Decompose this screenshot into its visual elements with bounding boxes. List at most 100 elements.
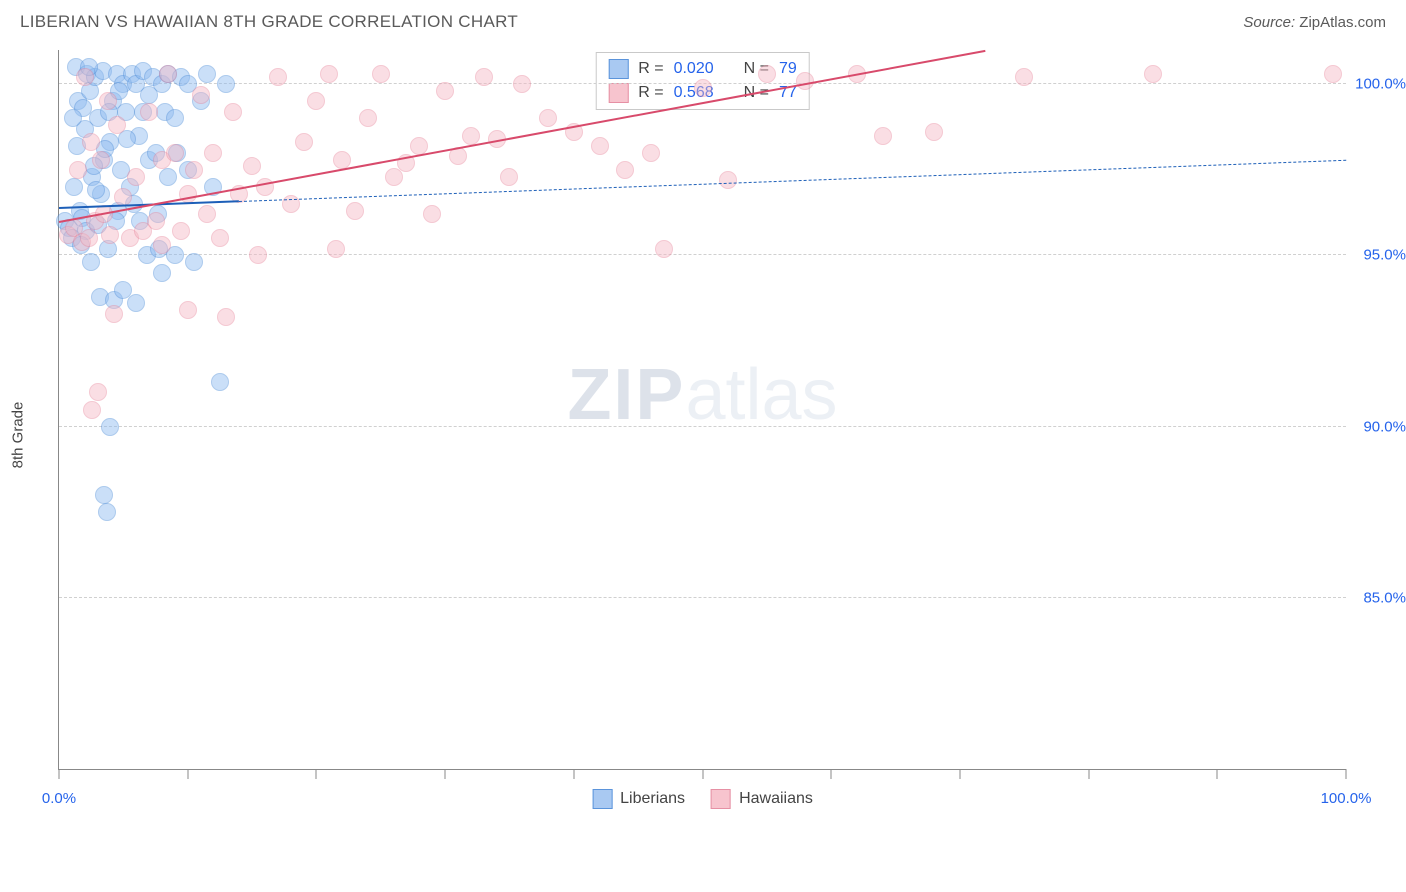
- scatter-point: [185, 253, 203, 271]
- scatter-point: [92, 151, 110, 169]
- scatter-point: [655, 240, 673, 258]
- scatter-point: [64, 109, 82, 127]
- scatter-point: [140, 103, 158, 121]
- scatter-point: [65, 178, 83, 196]
- source-attribution: Source: ZipAtlas.com: [1243, 14, 1386, 31]
- scatter-point: [172, 222, 190, 240]
- scatter-point: [179, 301, 197, 319]
- scatter-point: [539, 109, 557, 127]
- x-tick: [1346, 769, 1347, 779]
- plot-area: ZIPatlas R = 0.020 N = 79 R = 0.568 N = …: [58, 50, 1346, 770]
- scatter-point: [105, 305, 123, 323]
- gridline-h: [59, 597, 1346, 598]
- scatter-point: [108, 116, 126, 134]
- scatter-point: [436, 82, 454, 100]
- scatter-point: [166, 109, 184, 127]
- chart-title: LIBERIAN VS HAWAIIAN 8TH GRADE CORRELATI…: [20, 12, 518, 32]
- scatter-point: [211, 229, 229, 247]
- chart-header: LIBERIAN VS HAWAIIAN 8TH GRADE CORRELATI…: [0, 0, 1406, 40]
- legend-item-hawaiians: Hawaiians: [711, 789, 813, 809]
- x-tick-label: 0.0%: [42, 790, 76, 807]
- scatter-point: [282, 195, 300, 213]
- watermark: ZIPatlas: [567, 354, 837, 436]
- scatter-point: [69, 161, 87, 179]
- scatter-point: [159, 65, 177, 83]
- stats-n-liberians: 79: [779, 60, 797, 78]
- y-tick-label: 85.0%: [1352, 589, 1406, 606]
- scatter-point: [462, 127, 480, 145]
- scatter-point: [475, 68, 493, 86]
- x-tick: [831, 769, 832, 779]
- scatter-point: [192, 86, 210, 104]
- x-tick-label: 100.0%: [1321, 790, 1372, 807]
- scatter-point: [346, 202, 364, 220]
- scatter-point: [159, 168, 177, 186]
- scatter-point: [513, 75, 531, 93]
- scatter-point: [359, 109, 377, 127]
- scatter-point: [327, 240, 345, 258]
- scatter-point: [224, 103, 242, 121]
- scatter-point: [307, 92, 325, 110]
- legend-swatch-hawaiians: [711, 789, 731, 809]
- legend-label-hawaiians: Hawaiians: [739, 790, 813, 808]
- scatter-point: [758, 65, 776, 83]
- legend-item-liberians: Liberians: [592, 789, 685, 809]
- y-axis-label: 8th Grade: [10, 402, 27, 469]
- scatter-point: [243, 157, 261, 175]
- x-tick: [702, 769, 703, 779]
- scatter-point: [320, 65, 338, 83]
- scatter-point: [166, 144, 184, 162]
- x-tick: [316, 769, 317, 779]
- scatter-point: [95, 486, 113, 504]
- scatter-point: [694, 79, 712, 97]
- chart-wrap: 8th Grade ZIPatlas R = 0.020 N = 79 R = …: [40, 40, 1386, 830]
- scatter-point: [269, 68, 287, 86]
- scatter-point: [101, 418, 119, 436]
- scatter-point: [153, 264, 171, 282]
- scatter-point: [198, 65, 216, 83]
- legend-swatch-liberians: [592, 789, 612, 809]
- y-tick-label: 100.0%: [1352, 76, 1406, 93]
- scatter-point: [127, 168, 145, 186]
- source-name: ZipAtlas.com: [1299, 14, 1386, 31]
- y-tick-label: 90.0%: [1352, 418, 1406, 435]
- scatter-point: [204, 144, 222, 162]
- scatter-point: [591, 137, 609, 155]
- scatter-point: [1015, 68, 1033, 86]
- scatter-point: [333, 151, 351, 169]
- x-tick: [59, 769, 60, 779]
- y-tick-label: 95.0%: [1352, 247, 1406, 264]
- scatter-point: [211, 373, 229, 391]
- x-tick: [573, 769, 574, 779]
- x-tick: [445, 769, 446, 779]
- x-tick: [187, 769, 188, 779]
- x-tick: [1217, 769, 1218, 779]
- scatter-point: [372, 65, 390, 83]
- scatter-point: [249, 246, 267, 264]
- watermark-atlas: atlas: [685, 355, 837, 435]
- scatter-point: [127, 294, 145, 312]
- scatter-point: [185, 161, 203, 179]
- scatter-point: [925, 123, 943, 141]
- scatter-point: [1144, 65, 1162, 83]
- scatter-point: [1324, 65, 1342, 83]
- stats-r-liberians: 0.020: [674, 60, 714, 78]
- scatter-point: [616, 161, 634, 179]
- scatter-point: [500, 168, 518, 186]
- scatter-point: [874, 127, 892, 145]
- stats-swatch-hawaiians: [608, 83, 628, 103]
- scatter-point: [87, 181, 105, 199]
- legend-label-liberians: Liberians: [620, 790, 685, 808]
- scatter-point: [101, 226, 119, 244]
- scatter-point: [642, 144, 660, 162]
- scatter-point: [147, 212, 165, 230]
- scatter-point: [98, 503, 116, 521]
- scatter-point: [80, 229, 98, 247]
- stats-r-label: R =: [638, 60, 663, 78]
- scatter-point: [423, 205, 441, 223]
- scatter-point: [719, 171, 737, 189]
- scatter-point: [89, 383, 107, 401]
- scatter-point: [99, 92, 117, 110]
- scatter-point: [82, 133, 100, 151]
- x-tick: [1088, 769, 1089, 779]
